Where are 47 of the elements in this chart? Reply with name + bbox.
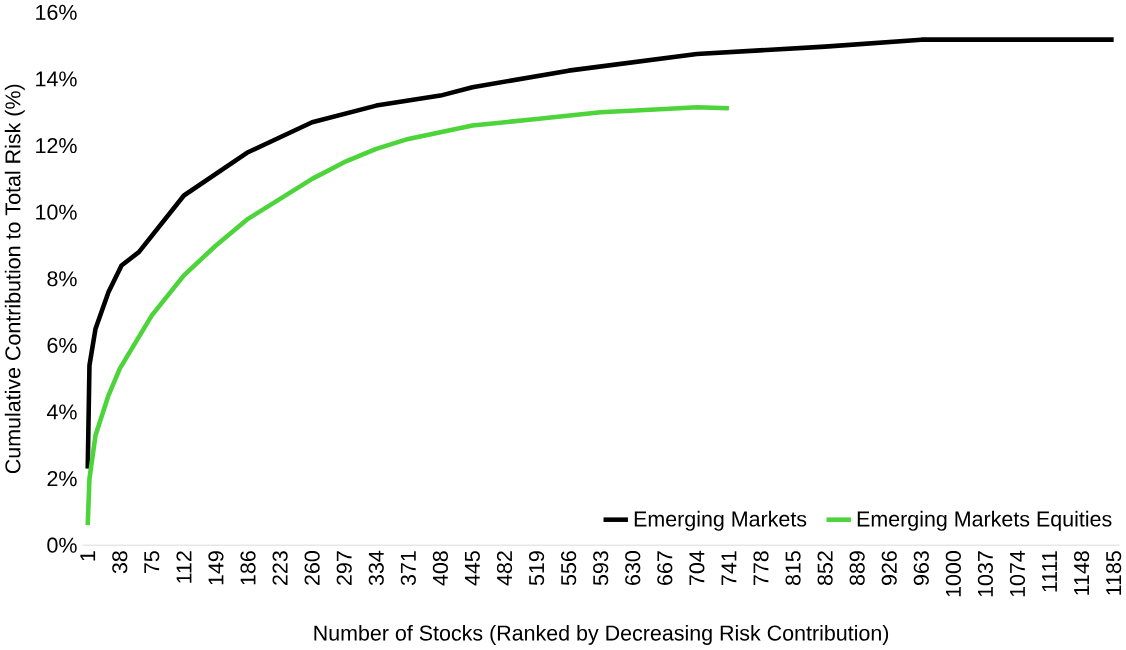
x-tick-label: 667 — [657, 551, 673, 586]
x-tick-label: 926 — [881, 551, 897, 586]
legend-label: Emerging Markets Equities — [857, 511, 1112, 531]
x-tick-label: 741 — [721, 551, 737, 586]
x-tick-label: 297 — [336, 551, 352, 586]
x-tick-label: 445 — [464, 551, 480, 586]
x-tick-label: 1148 — [1074, 551, 1090, 595]
x-tick-label: 1 — [80, 551, 96, 561]
x-tick-label: 852 — [817, 551, 833, 586]
x-tick-label: 704 — [689, 551, 705, 586]
x-tick-label: 889 — [849, 551, 865, 586]
x-axis-title: Number of Stocks (Ranked by Decreasing Risk Contribution) — [314, 625, 889, 646]
y-tick-label: 12% — [36, 138, 77, 154]
y-tick-label: 16% — [36, 4, 77, 21]
y-tick-label: 10% — [36, 204, 77, 220]
x-tick-label: 556 — [561, 551, 577, 586]
x-tick-label: 1000 — [945, 551, 961, 597]
x-tick-label: 186 — [240, 551, 256, 585]
x-tick-label: 334 — [368, 551, 384, 586]
x-tick-label: 408 — [432, 551, 448, 586]
x-tick-label: 371 — [400, 551, 416, 586]
x-tick-label: 75 — [144, 551, 160, 574]
x-tick-label: 815 — [785, 551, 801, 586]
x-tick-label: 1185 — [1106, 551, 1122, 595]
x-tick-label: 593 — [593, 551, 609, 586]
x-tick-label: 1111 — [1042, 551, 1057, 592]
x-tick-label: 778 — [753, 551, 769, 586]
x-tick-label: 38 — [112, 551, 128, 574]
x-tick-label: 149 — [208, 551, 224, 585]
x-tick-label: 482 — [496, 551, 513, 586]
x-tick-label: 260 — [304, 551, 320, 586]
line-series — [85, 37, 1116, 472]
x-tick-label: 963 — [913, 551, 929, 586]
y-axis-title: Cumulative Contribution to Total Risk (%) — [4, 84, 25, 474]
y-tick-label: 4% — [46, 404, 77, 420]
x-tick-label: 519 — [528, 551, 545, 586]
y-tick-label: 0% — [47, 537, 77, 553]
y-tick-label: 8% — [47, 271, 77, 287]
legend-label: Emerging Markets — [634, 511, 807, 531]
y-tick-label: 14% — [36, 71, 77, 87]
x-tick-label: 1074 — [1009, 551, 1026, 597]
x-tick-label: 1037 — [977, 551, 993, 597]
x-tick-label: 630 — [625, 551, 641, 586]
x-tick-label: 223 — [272, 551, 288, 586]
x-tick-label: 112 — [176, 551, 192, 583]
y-tick-label: 2% — [47, 471, 77, 487]
y-tick-label: 6% — [47, 337, 77, 354]
